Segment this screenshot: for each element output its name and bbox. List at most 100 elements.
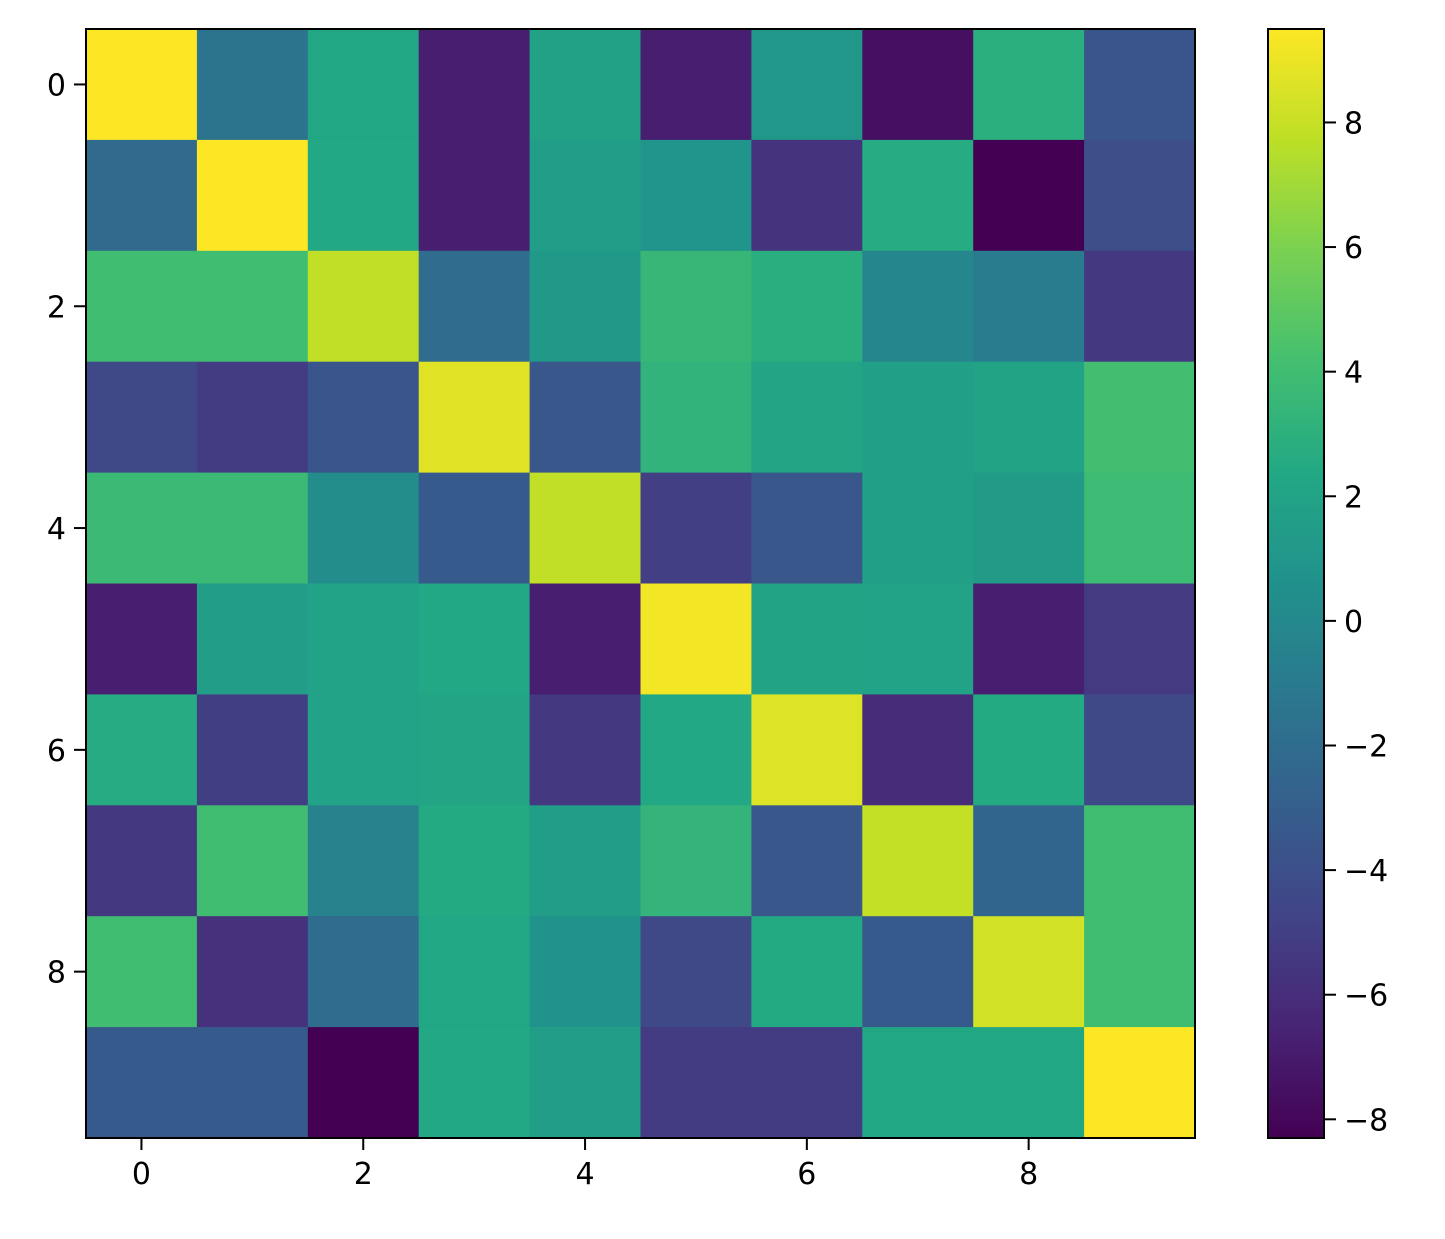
colorbar-tick-label: 6: [1344, 231, 1363, 266]
heatmap-cell: [307, 694, 420, 806]
heatmap-cell: [196, 694, 309, 806]
x-tick-label: 2: [354, 1157, 373, 1192]
heatmap-cell: [862, 916, 974, 1028]
heatmap-cell: [418, 472, 531, 585]
heatmap-cell: [640, 472, 752, 585]
heatmap-cell: [418, 916, 531, 1028]
heatmap-cell: [196, 29, 309, 141]
heatmap-cell: [1084, 361, 1196, 474]
heatmap-cell: [973, 361, 1085, 474]
heatmap-cell: [640, 139, 752, 252]
heatmap-cell: [86, 805, 198, 917]
heatmap-cell: [640, 361, 752, 474]
heatmap-cell: [1084, 139, 1196, 252]
heatmap-cell: [1084, 250, 1196, 363]
heatmap-cell: [862, 472, 974, 585]
heatmap-cell: [862, 250, 974, 363]
colorbar-tick-label: 4: [1344, 356, 1363, 391]
heatmap-cell: [862, 583, 974, 695]
heatmap-cell: [196, 472, 309, 585]
heatmap-cell: [973, 1027, 1085, 1139]
heatmap-cell: [1084, 694, 1196, 806]
heatmap-cell: [973, 472, 1085, 585]
heatmap-cell: [529, 694, 642, 806]
heatmap-cell: [418, 805, 531, 917]
heatmap-cell: [529, 361, 642, 474]
y-tick-label: 8: [47, 956, 66, 991]
heatmap-cell: [196, 1027, 309, 1139]
heatmap-cell: [973, 250, 1085, 363]
heatmap-cell: [529, 916, 642, 1028]
x-tick-label: 8: [1019, 1157, 1038, 1192]
heatmap-cell: [640, 916, 752, 1028]
heatmap-cell: [86, 250, 198, 363]
heatmap-cell: [640, 29, 752, 141]
heatmap-cell: [751, 583, 863, 695]
heatmap-cell: [529, 805, 642, 917]
heatmap-cell: [529, 1027, 642, 1139]
y-tick-label: 2: [47, 290, 66, 325]
heatmap-cell: [307, 361, 420, 474]
heatmap-cell: [418, 694, 531, 806]
heatmap-cell: [196, 361, 309, 474]
x-tick-label: 6: [797, 1157, 816, 1192]
heatmap-cell: [973, 583, 1085, 695]
heatmap-cell: [307, 805, 420, 917]
heatmap-cell: [973, 29, 1085, 141]
heatmap-cell: [418, 1027, 531, 1139]
heatmap-cell: [751, 916, 863, 1028]
heatmap-cell: [418, 250, 531, 363]
y-axis: 0 2 4 6 8: [47, 68, 86, 991]
heatmap-cell: [307, 29, 420, 141]
heatmap-cell: [418, 139, 531, 252]
heatmap-cell: [86, 694, 198, 806]
x-axis: 0 2 4 6 8: [132, 1138, 1038, 1192]
heatmap-cell: [307, 250, 420, 363]
heatmap-cell: [862, 139, 974, 252]
y-tick-label: 0: [47, 68, 66, 103]
heatmap-cell: [196, 916, 309, 1028]
heatmap-cell: [1084, 1027, 1196, 1139]
colorbar-tick-label: 8: [1344, 106, 1363, 141]
heatmap-cell: [529, 472, 642, 585]
heatmap-cell: [418, 583, 531, 695]
heatmap-cell: [86, 583, 198, 695]
colorbar-tick-label: 0: [1344, 605, 1363, 640]
heatmap-cell: [640, 1027, 752, 1139]
heatmap-cell: [862, 1027, 974, 1139]
heatmap-cell: [862, 694, 974, 806]
heatmap-cell: [973, 139, 1085, 252]
x-tick-label: 4: [576, 1157, 595, 1192]
y-tick-label: 6: [47, 734, 66, 769]
y-tick-label: 4: [47, 512, 66, 547]
heatmap-cell: [751, 472, 863, 585]
colorbar-tick-label: −4: [1344, 854, 1388, 889]
heatmap-cell: [973, 916, 1085, 1028]
heatmap-cell: [751, 805, 863, 917]
heatmap-cell: [307, 472, 420, 585]
heatmap-cell: [862, 29, 974, 141]
heatmap-cell: [862, 805, 974, 917]
plot-frame: [85, 28, 1196, 1139]
heatmap-cell: [751, 139, 863, 252]
heatmap-cell: [86, 916, 198, 1028]
heatmap-cell: [86, 361, 198, 474]
colorbar-tick-label: −6: [1344, 979, 1388, 1014]
heatmap-cell: [751, 1027, 863, 1139]
heatmap-cell: [418, 361, 531, 474]
heatmap-cell: [1084, 583, 1196, 695]
heatmap-cell: [751, 250, 863, 363]
heatmap-cell: [307, 916, 420, 1028]
heatmap-cell: [529, 583, 642, 695]
heatmap-cell: [640, 805, 752, 917]
colorbar-tick-label: −8: [1344, 1103, 1388, 1138]
heatmap-cell: [751, 29, 863, 141]
heatmap-cell: [307, 1027, 420, 1139]
heatmap-cell: [196, 139, 309, 252]
colorbar-ticks: 8 6 4 2 0 −2 −4 −6 −8: [1324, 106, 1388, 1138]
heatmap-cell: [751, 361, 863, 474]
heatmap-cell: [1084, 916, 1196, 1028]
colorbar-gradient: [1267, 28, 1325, 1139]
heatmap-cell: [1084, 472, 1196, 585]
